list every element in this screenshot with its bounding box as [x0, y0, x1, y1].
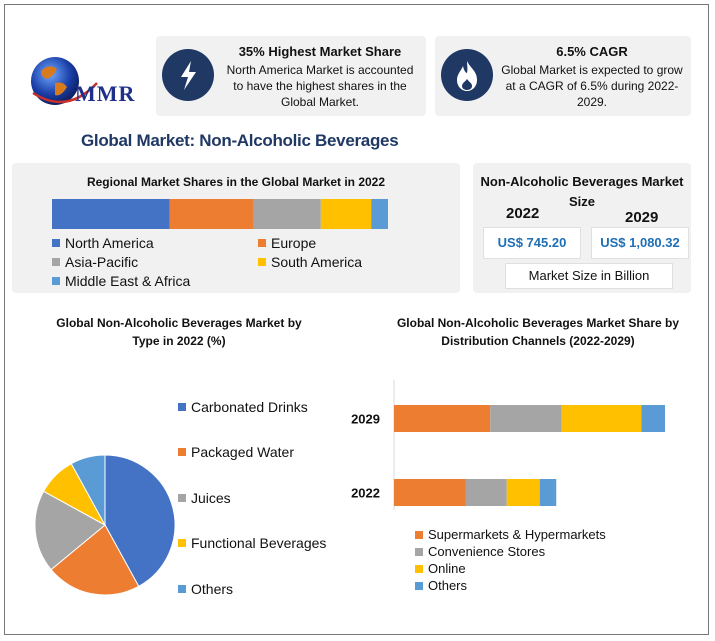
- pie-slice-juices: [34, 490, 106, 571]
- regional-chart-title: Regional Market Shares in the Global Mar…: [86, 175, 386, 189]
- legend-swatch: [52, 277, 60, 285]
- distribution-stacked-bar-chart: 2029 2022: [351, 380, 665, 510]
- legend-label: Functional Beverages: [191, 535, 327, 551]
- distribution-chart-title: Global Non-Alcoholic Beverages Market Sh…: [396, 316, 680, 348]
- legend-swatch: [178, 585, 186, 593]
- market-size-title: Non-Alcoholic Beverages Market Size: [480, 174, 684, 209]
- legend-item: North America: [52, 235, 154, 251]
- legend-item: Others: [415, 578, 467, 593]
- legend-swatch: [178, 494, 186, 502]
- stat1-title: 35% Highest Market Share: [238, 44, 402, 59]
- legend-swatch: [258, 258, 266, 266]
- market-size-unit-note: Market Size in Billion: [505, 263, 673, 289]
- legend-label: Carbonated Drinks: [191, 399, 308, 415]
- stat-icon-circle: [441, 49, 493, 101]
- stat1-body: North America Market is accounted to hav…: [226, 63, 414, 109]
- legend-swatch: [415, 547, 423, 556]
- logo-text: MMR: [75, 81, 136, 106]
- legend-label: Others: [191, 581, 234, 597]
- bar-segment-asia-pacific: [253, 199, 321, 229]
- market-size-year-2029: 2029: [625, 209, 659, 226]
- bar-segment-online-2022: [506, 479, 540, 506]
- bar-segment-others-2029: [641, 405, 665, 432]
- legend-item: Convenience Stores: [415, 544, 545, 559]
- legend-swatch: [178, 539, 186, 547]
- type-pie-chart: [34, 454, 176, 596]
- legend-swatch: [178, 448, 186, 456]
- legend-label: Supermarkets & Hypermarkets: [428, 527, 606, 542]
- flame-icon: [457, 61, 477, 91]
- bar-segment-north-america: [52, 199, 170, 229]
- infographic-frame: MMR 35% Highest Market Share North Ameri…: [4, 4, 709, 635]
- stat-card-market-share: 35% Highest Market Share North America M…: [156, 36, 426, 116]
- lightning-icon: [181, 61, 196, 90]
- bar-segment-supermarkets-hypermarkets-2022: [394, 479, 466, 506]
- legend-swatch: [52, 258, 60, 266]
- legend-swatch: [52, 239, 60, 247]
- globe-icon: [31, 57, 98, 105]
- legend-item: Middle East & Africa: [52, 273, 190, 289]
- market-size-value-2029: US$ 1,080.32: [591, 227, 689, 259]
- legend-label: South America: [271, 254, 363, 270]
- legend-item: Carbonated Drinks: [178, 399, 308, 415]
- category-label: 2029: [351, 412, 380, 427]
- market-size-value-2022: US$ 745.20: [483, 227, 581, 259]
- legend-label: Online: [428, 561, 466, 576]
- bar-segment-others-2022: [539, 479, 557, 506]
- stat2-title: 6.5% CAGR: [556, 44, 628, 59]
- legend-item: Functional Beverages: [178, 535, 326, 551]
- legend-label: Middle East & Africa: [65, 273, 191, 289]
- legend-item: Europe: [258, 235, 316, 251]
- stat-card-cagr: 6.5% CAGR Global Market is expected to g…: [435, 36, 691, 116]
- stat2-body: Global Market is expected to grow at a C…: [501, 63, 683, 109]
- pie-chart-title: Global Non-Alcoholic Beverages Market by…: [56, 316, 302, 348]
- legend-item: Asia-Pacific: [52, 254, 138, 270]
- legend-item: Online: [415, 561, 466, 576]
- market-size-card: Non-Alcoholic Beverages Market Size 2022…: [473, 163, 691, 293]
- pie-slice-carbonated-drinks: [104, 454, 176, 588]
- logo: MMR: [27, 53, 147, 113]
- main-title: Global Market: Non-Alcoholic Beverages: [81, 131, 399, 150]
- bar-segment-south-america: [320, 199, 372, 229]
- legend-label: Packaged Water: [191, 444, 294, 460]
- bar-segment-supermarkets-hypermarkets-2029: [394, 405, 491, 432]
- pie-slice-packaged-water: [50, 524, 140, 596]
- legend-label: Convenience Stores: [428, 544, 546, 559]
- bar-segment-middle-east-africa: [371, 199, 388, 229]
- legend-label: Asia-Pacific: [65, 254, 139, 270]
- legend-swatch: [178, 403, 186, 411]
- regional-shares-card: Regional Market Shares in the Global Mar…: [12, 163, 460, 293]
- legend-label: Juices: [191, 490, 231, 506]
- legend-item: Others: [178, 581, 233, 597]
- market-size-year-2022: 2022: [506, 205, 540, 222]
- legend-item: Supermarkets & Hypermarkets: [415, 527, 606, 542]
- legend-label: North America: [65, 235, 154, 251]
- bar-segment-convenience-stores-2029: [490, 405, 562, 432]
- category-label: 2022: [351, 486, 380, 501]
- bar-segment-europe: [169, 199, 254, 229]
- legend-item: Juices: [178, 490, 231, 506]
- legend-label: Europe: [271, 235, 317, 251]
- regional-stacked-bar: [52, 199, 388, 229]
- legend-label: Others: [428, 578, 468, 593]
- legend-swatch: [415, 564, 423, 573]
- legend-item: Packaged Water: [178, 444, 294, 460]
- legend-swatch: [415, 581, 423, 590]
- bar-segment-online-2029: [561, 405, 642, 432]
- legend-swatch: [258, 239, 266, 247]
- stat-icon-circle: [162, 49, 214, 101]
- legend-swatch: [415, 530, 423, 539]
- bar-segment-convenience-stores-2022: [465, 479, 507, 506]
- legend-item: South America: [258, 254, 362, 270]
- pie-slice-others: [70, 454, 106, 526]
